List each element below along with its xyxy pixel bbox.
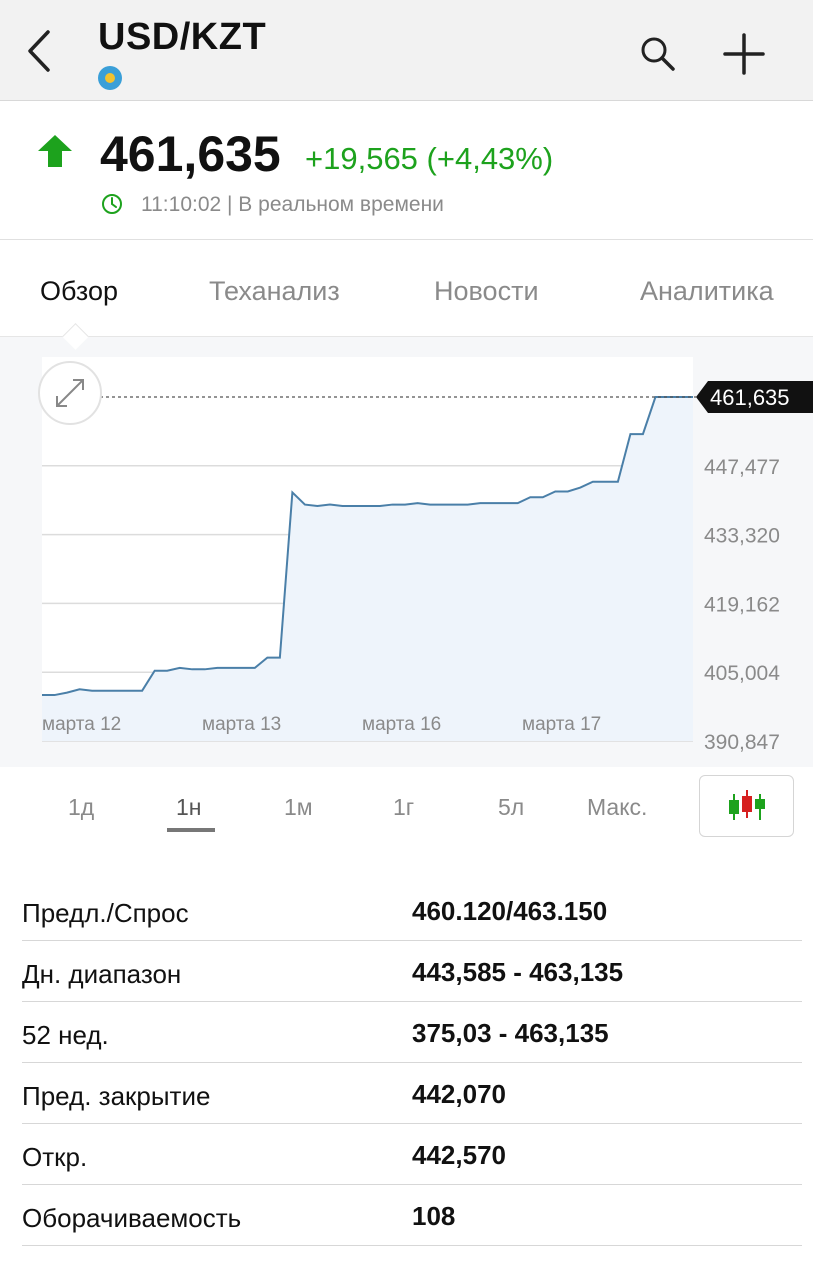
- stats-value: 443,585 - 463,135: [412, 957, 624, 987]
- y-tick-label: 390,847: [704, 731, 780, 754]
- expand-chart-button[interactable]: [38, 361, 102, 425]
- top-bar: USD/KZT: [0, 0, 813, 101]
- period-underline: [167, 828, 215, 832]
- stats-row: Откр. 442,570: [22, 1124, 802, 1185]
- tab-news[interactable]: Новости: [434, 276, 539, 306]
- stats-label: Дн. диапазон: [22, 959, 182, 989]
- period-max[interactable]: Макс.: [587, 794, 648, 820]
- x-tick-label: марта 17: [522, 714, 601, 735]
- stats-row: Пред. закрытие 442,070: [22, 1063, 802, 1124]
- page-title: USD/KZT: [98, 16, 267, 58]
- stats-label: 52 нед.: [22, 1020, 109, 1050]
- period-5y[interactable]: 5л: [498, 794, 525, 820]
- area-fill: [42, 397, 693, 741]
- price-line: [42, 396, 693, 697]
- y-tick-label: 447,477: [704, 456, 780, 479]
- stats-table: Предл./Спрос 460.120/463.150 Дн. диапазо…: [22, 880, 802, 1246]
- price-change: +19,565 (+4,43%): [305, 141, 554, 176]
- stats-label: Предл./Спрос: [22, 898, 189, 928]
- stats-row: Предл./Спрос 460.120/463.150: [22, 880, 802, 941]
- plus-icon[interactable]: [722, 32, 766, 76]
- chart-type-button[interactable]: [699, 775, 794, 837]
- kz-flag-icon: [98, 66, 122, 90]
- search-icon[interactable]: [638, 34, 678, 74]
- y-tick-label: 433,320: [704, 525, 780, 548]
- stats-label: Пред. закрытие: [22, 1081, 211, 1111]
- tab-technical[interactable]: Теханализ: [209, 276, 340, 306]
- expand-icon: [56, 379, 84, 407]
- current-price: 461,635: [100, 126, 281, 182]
- arrow-up-icon: [38, 135, 72, 167]
- clock-icon: [102, 194, 122, 214]
- quote-panel: 461,635 +19,565 (+4,43%) 11:10:02 | В ре…: [0, 101, 813, 240]
- tab-analytics[interactable]: Аналитика: [640, 276, 774, 306]
- candlestick-icon: [729, 790, 765, 820]
- period-1d[interactable]: 1д: [68, 794, 95, 820]
- period-1w[interactable]: 1н: [176, 794, 202, 820]
- x-tick-label: марта 12: [42, 714, 121, 735]
- price-chart[interactable]: 447,477 433,320 419,162 405,004 390,847 461,6…: [0, 337, 813, 767]
- x-tick-label: марта 13: [202, 714, 281, 735]
- period-1y[interactable]: 1г: [393, 794, 415, 820]
- stats-row: Дн. диапазон 443,585 - 463,135: [22, 941, 802, 1002]
- current-value-label: 461,635: [710, 385, 790, 410]
- stats-label: Оборачиваемость: [22, 1203, 242, 1233]
- tab-bar: Обзор Теханализ Новости Аналитика: [0, 240, 813, 337]
- stats-value: 442,070: [412, 1079, 506, 1109]
- y-tick-label: 405,004: [704, 662, 780, 685]
- stats-row: Оборачиваемость 108: [22, 1185, 802, 1246]
- current-value-tag: [696, 381, 813, 413]
- stats-value: 375,03 - 463,135: [412, 1018, 609, 1048]
- stats-label: Откр.: [22, 1142, 88, 1172]
- chevron-left-icon[interactable]: [18, 26, 58, 76]
- y-tick-label: 419,162: [704, 593, 780, 616]
- stats-row: 52 нед. 375,03 - 463,135: [22, 1002, 802, 1063]
- tab-overview[interactable]: Обзор: [40, 276, 118, 306]
- period-1m[interactable]: 1м: [284, 794, 313, 820]
- stats-value: 460.120/463.150: [412, 896, 608, 926]
- quote-time: 11:10:02 | В реальном времени: [141, 193, 444, 216]
- period-selector: 1д 1н 1м 1г 5л Макс.: [0, 770, 813, 840]
- x-tick-label: марта 16: [362, 714, 441, 735]
- stats-value: 108: [412, 1201, 456, 1231]
- stats-value: 442,570: [412, 1140, 506, 1170]
